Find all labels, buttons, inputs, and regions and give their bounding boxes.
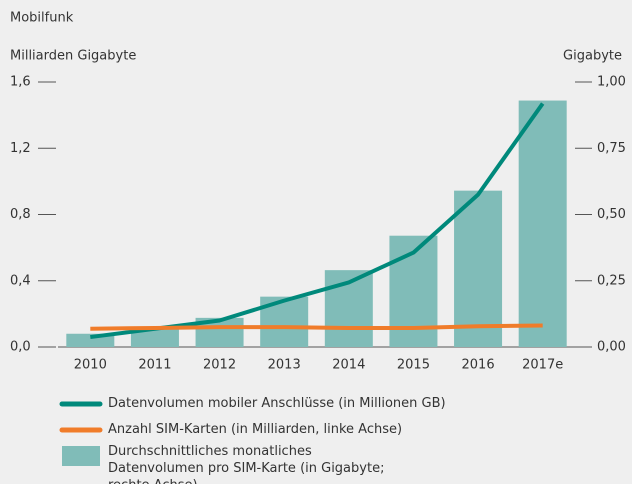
chart-title: Mobilfunk	[10, 11, 74, 26]
legend-swatch	[62, 446, 100, 466]
y-tick-label: 0,0	[10, 340, 31, 355]
y-tick-label: 0,8	[10, 207, 31, 222]
x-tick-label: 2012	[203, 358, 236, 373]
y2-tick-label: 0,50	[597, 207, 626, 222]
y2-axis-label: Gigabyte	[563, 49, 622, 64]
y2-tick-label: 1,00	[597, 75, 626, 90]
y-axis-label: Milliarden Gigabyte	[10, 49, 136, 64]
x-tick-label: 2017e	[522, 358, 563, 373]
bar	[518, 100, 567, 347]
line	[90, 323, 543, 331]
x-tick-label: 2015	[397, 358, 430, 373]
y2-tick-label: 0,00	[597, 340, 626, 355]
x-tick-label: 2013	[268, 358, 301, 373]
y-tick-label: 1,6	[10, 75, 31, 90]
y-tick-label: 1,2	[10, 141, 31, 156]
legend-label: Anzahl SIM-Karten (in Milliarden, linke …	[108, 422, 403, 437]
y2-tick-label: 0,25	[597, 273, 626, 288]
x-tick-label: 2014	[332, 358, 365, 373]
bar	[454, 190, 503, 347]
legend-label: Datenvolumen mobiler Anschlüsse (in Mill…	[108, 396, 446, 411]
y2-tick-label: 0,75	[597, 141, 626, 156]
x-tick-label: 2011	[138, 358, 171, 373]
x-tick-label: 2010	[74, 358, 107, 373]
x-tick-label: 2016	[462, 358, 495, 373]
y-tick-label: 0,4	[10, 273, 31, 288]
legend-label: Durchschnittliches monatliches Datenvolu…	[108, 444, 385, 484]
